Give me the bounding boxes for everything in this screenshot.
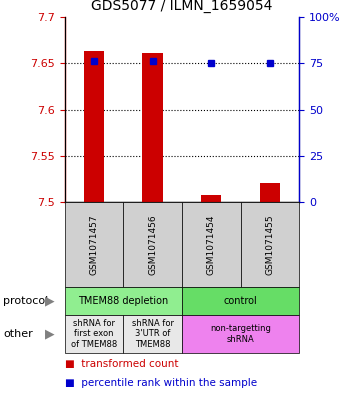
Text: ▶: ▶ (45, 294, 54, 307)
Text: non-targetting
shRNA: non-targetting shRNA (210, 324, 271, 344)
Text: other: other (3, 329, 33, 339)
Bar (260, 183, 280, 202)
Text: shRNA for
first exon
of TMEM88: shRNA for first exon of TMEM88 (71, 319, 117, 349)
Text: TMEM88 depletion: TMEM88 depletion (78, 296, 168, 306)
Text: protocol: protocol (3, 296, 49, 306)
Bar (84, 51, 104, 202)
Text: GSM1071457: GSM1071457 (89, 214, 98, 275)
Text: GSM1071455: GSM1071455 (266, 214, 274, 275)
Text: ▶: ▶ (45, 327, 54, 340)
Text: GSM1071456: GSM1071456 (148, 214, 157, 275)
Bar (201, 195, 221, 202)
Text: ■  transformed count: ■ transformed count (65, 359, 178, 369)
Text: shRNA for
3'UTR of
TMEM88: shRNA for 3'UTR of TMEM88 (132, 319, 174, 349)
Text: ■  percentile rank within the sample: ■ percentile rank within the sample (65, 378, 257, 388)
Text: GSM1071454: GSM1071454 (207, 214, 216, 275)
Title: GDS5077 / ILMN_1659054: GDS5077 / ILMN_1659054 (91, 0, 273, 13)
Text: control: control (224, 296, 257, 306)
Bar (142, 53, 163, 202)
